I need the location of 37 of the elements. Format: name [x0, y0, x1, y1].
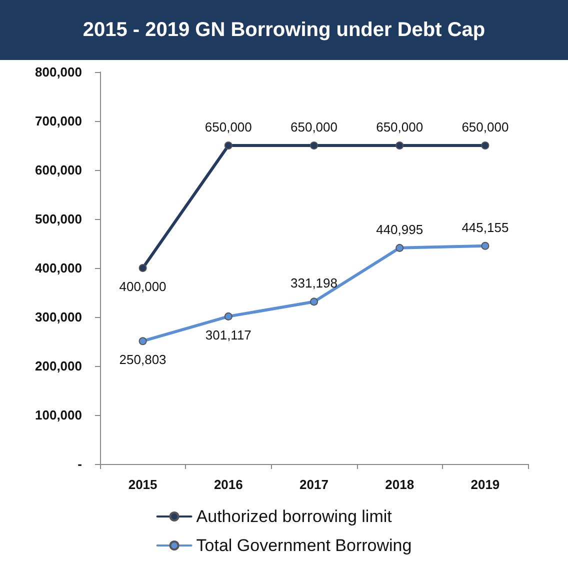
- chart-title: 2015 - 2019 GN Borrowing under Debt Cap: [0, 0, 568, 60]
- data-label: 650,000: [376, 120, 424, 134]
- legend-label: Total Government Borrowing: [196, 536, 412, 555]
- y-tick-label: 600,000: [35, 162, 82, 178]
- y-tick-label: 800,000: [35, 64, 82, 80]
- x-tick-label: 2016: [214, 477, 243, 492]
- data-label: 301,117: [205, 327, 252, 342]
- point: [138, 337, 147, 346]
- point: [310, 298, 318, 306]
- data-label: 440,995: [376, 222, 424, 237]
- point: [224, 312, 232, 320]
- point: [481, 142, 490, 150]
- point: [138, 264, 147, 272]
- x-tick-label: 2017: [300, 477, 328, 492]
- x-tick-label: 2019: [470, 477, 500, 492]
- data-label: 250,803: [119, 352, 166, 368]
- x-tick-label: 2015: [128, 477, 158, 492]
- data-label: 650,000: [462, 120, 509, 134]
- y-tick-label: -: [78, 456, 82, 472]
- point: [396, 142, 404, 150]
- data-label: 650,000: [204, 120, 252, 134]
- data-label: 400,000: [119, 279, 166, 294]
- point: [396, 244, 404, 252]
- y-tick-label: 200,000: [35, 358, 82, 374]
- y-tick-label: 100,000: [35, 408, 82, 422]
- data-label: 650,000: [290, 120, 338, 134]
- point: [310, 142, 318, 150]
- x-tick-label: 2018: [385, 477, 414, 492]
- legend-label: Authorized borrowing limit: [196, 507, 392, 526]
- point: [224, 142, 232, 150]
- y-tick-label: 700,000: [35, 114, 82, 128]
- y-tick-label: 400,000: [35, 260, 82, 276]
- y-tick-label: 500,000: [35, 212, 82, 226]
- point: [481, 242, 490, 250]
- data-label: 331,198: [290, 276, 338, 291]
- data-label: 445,155: [462, 220, 509, 235]
- y-tick-label: 300,000: [35, 310, 82, 324]
